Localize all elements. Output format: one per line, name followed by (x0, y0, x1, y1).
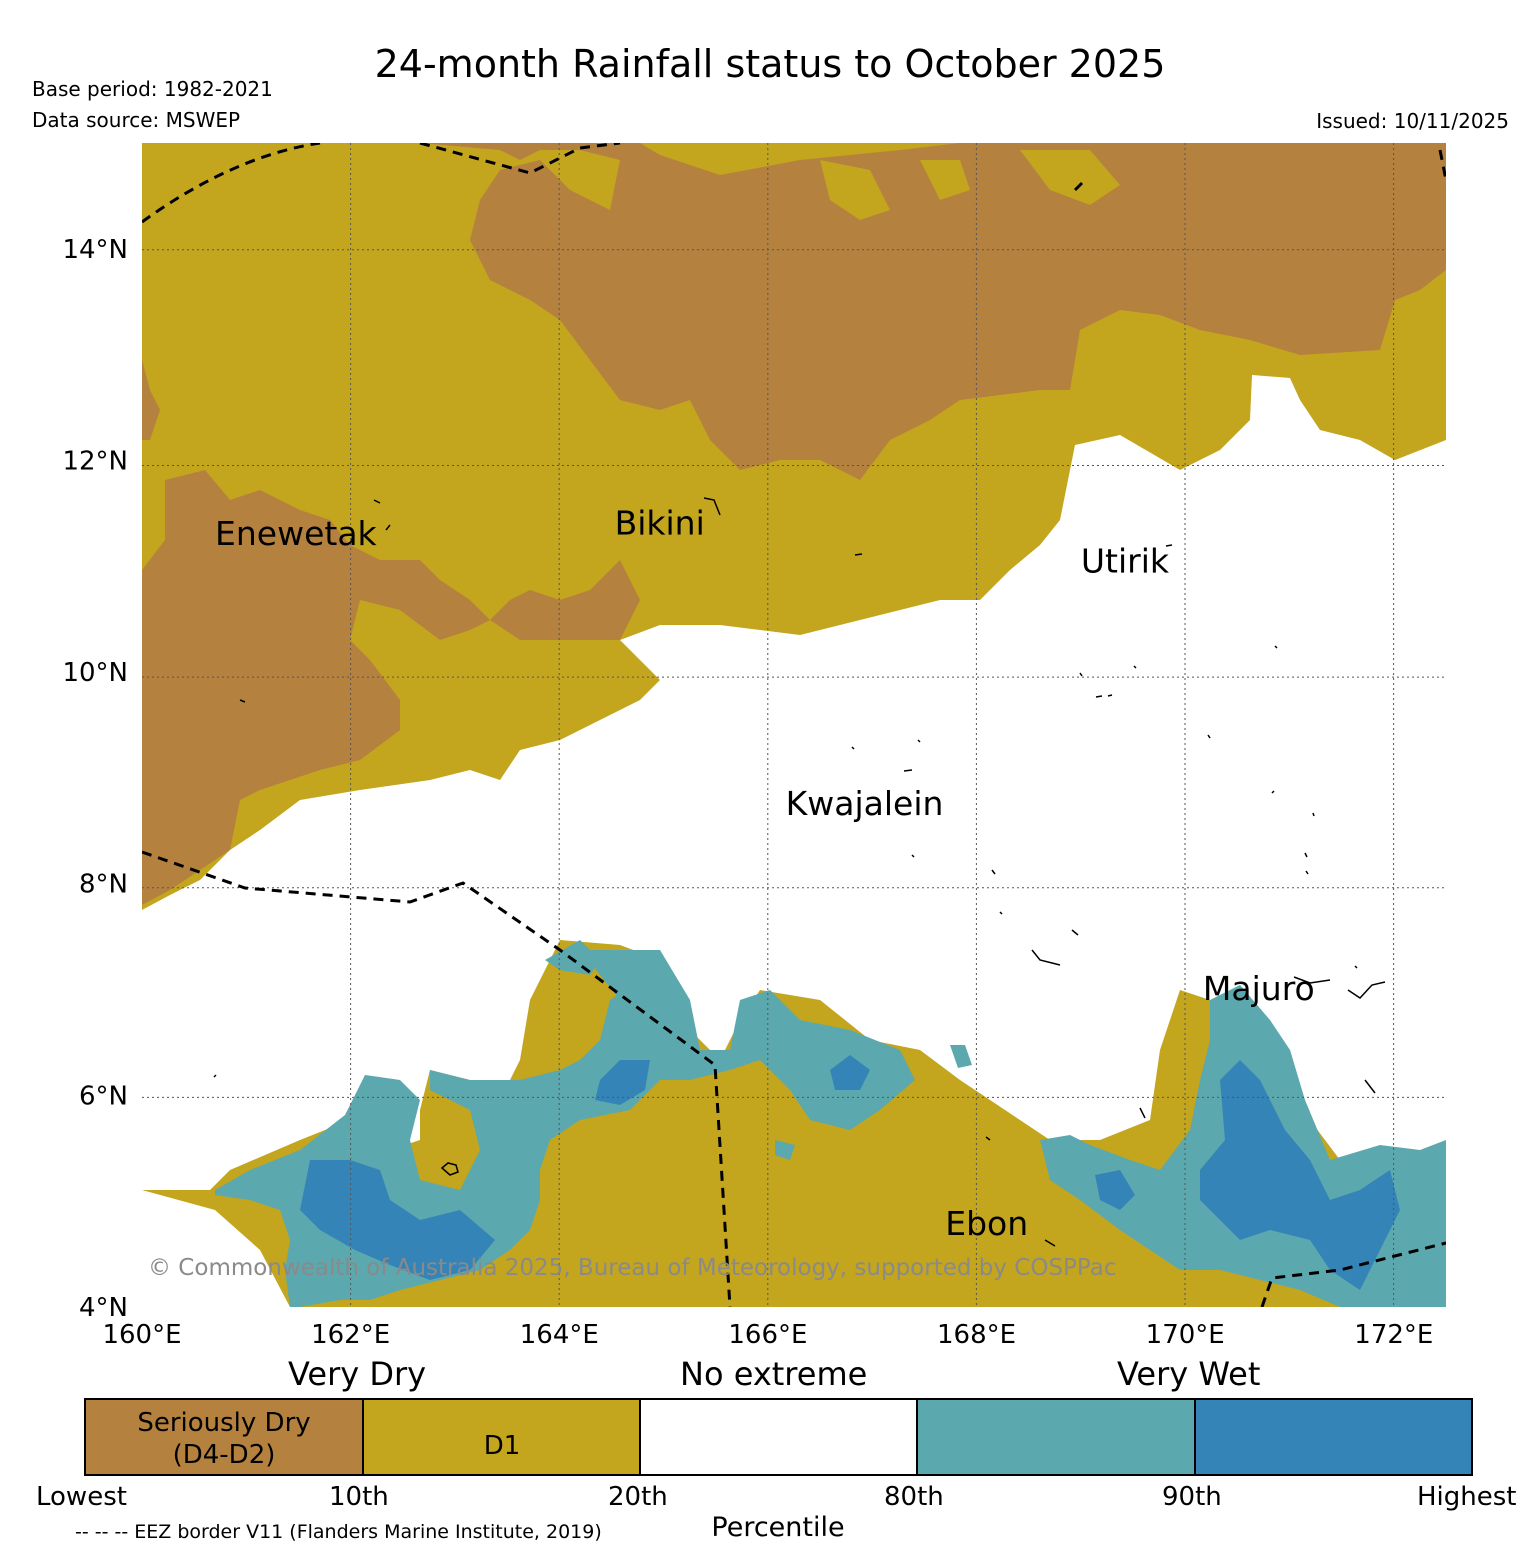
percentile-highest: Highest (1417, 1482, 1517, 1512)
eez-border-note: -- -- -- EEZ border V11 (Flanders Marine… (75, 1521, 602, 1543)
copyright-watermark: © Commonwealth of Australia 2025, Bureau… (148, 1255, 1117, 1281)
lon-tick-label: 164°E (520, 1320, 599, 1350)
legend-box-label-d1: D1 (483, 1431, 521, 1461)
lon-tick-label: 168°E (937, 1320, 1016, 1350)
legend-very-dry: Very Dry (288, 1355, 427, 1393)
percentile-10th: 10th (329, 1482, 389, 1512)
place-label-utirik: Utirik (1081, 542, 1170, 581)
percentile-90th: 90th (1162, 1482, 1222, 1512)
seriously-dry-region-west (142, 470, 640, 905)
lat-tick-label: 6°N (79, 1081, 128, 1111)
gridlines (142, 143, 1446, 1307)
place-label-bikini: Bikini (615, 504, 705, 543)
chart-title: 24-month Rainfall status to October 2025 (374, 42, 1166, 86)
lon-tick-label: 170°E (1146, 1320, 1225, 1350)
very-wet-island-4 (775, 1140, 795, 1160)
very-wet-90-region-2 (595, 1060, 650, 1105)
place-label-majuro: Majuro (1203, 969, 1315, 1008)
percentile-80th: 80th (884, 1482, 944, 1512)
d1-island-3 (920, 160, 970, 200)
eez-borders (142, 143, 1446, 1307)
lon-tick-label: 166°E (728, 1320, 807, 1350)
base-period-note: Base period: 1982-2021 (32, 77, 273, 101)
place-label-enewetak: Enewetak (215, 514, 378, 553)
d1-island-1 (820, 160, 890, 220)
lat-tick-label: 10°N (62, 658, 128, 688)
legend-very-wet: Very Wet (1117, 1355, 1261, 1393)
place-label-kwajalein: Kwajalein (786, 784, 944, 823)
longitude-ticks: 160°E 162°E 164°E 166°E 168°E 170°E 172°E (102, 1320, 1433, 1350)
legend-box-no-extreme (639, 1398, 919, 1476)
lat-tick-label: 12°N (62, 446, 128, 476)
very-wet-island-3 (950, 1045, 972, 1068)
d1-island-2 (1020, 150, 1120, 205)
legend-box-wet-80 (916, 1398, 1196, 1476)
very-wet-90-region-4 (1095, 1170, 1135, 1210)
percentile-axis-label: Percentile (711, 1512, 845, 1543)
lon-tick-label: 160°E (102, 1320, 181, 1350)
atoll-outlines (213, 497, 1386, 1247)
percentile-lowest: Lowest (36, 1482, 127, 1512)
very-wet-90-region-1 (300, 1160, 495, 1280)
lon-tick-label: 172°E (1354, 1320, 1433, 1350)
legend-box-seriously-dry: Seriously Dry (D4-D2) (84, 1398, 364, 1476)
latitude-ticks: 4°N 6°N 8°N 10°N 12°N 14°N (62, 235, 128, 1323)
legend-no-extreme: No extreme (680, 1355, 868, 1393)
seriously-dry-fragment (142, 360, 160, 440)
legend-box-wet-90 (1194, 1398, 1473, 1476)
legend-box-label-line2: (D4-D2) (172, 1440, 276, 1470)
legend-box-d1: D1 (362, 1398, 642, 1476)
lat-tick-label: 14°N (62, 235, 128, 265)
very-wet-90-region-3 (830, 1055, 870, 1090)
no-extreme-region-south (142, 1190, 290, 1307)
no-extreme-region (142, 375, 1446, 1190)
lon-tick-label: 162°E (311, 1320, 390, 1350)
lat-tick-label: 4°N (79, 1293, 128, 1323)
issued-date: Issued: 10/11/2025 (1316, 109, 1509, 133)
very-wet-island-2 (580, 950, 660, 1000)
place-label-ebon: Ebon (945, 1204, 1028, 1243)
place-labels: Enewetak Bikini Utirik Kwajalein Majuro Ebon (215, 504, 1315, 1244)
data-source-note: Data source: MSWEP (32, 108, 241, 132)
legend-box-label-line1: Seriously Dry (137, 1408, 311, 1438)
lat-tick-label: 8°N (79, 870, 128, 900)
percentile-20th: 20th (608, 1482, 668, 1512)
seriously-dry-region-north (300, 143, 1446, 480)
